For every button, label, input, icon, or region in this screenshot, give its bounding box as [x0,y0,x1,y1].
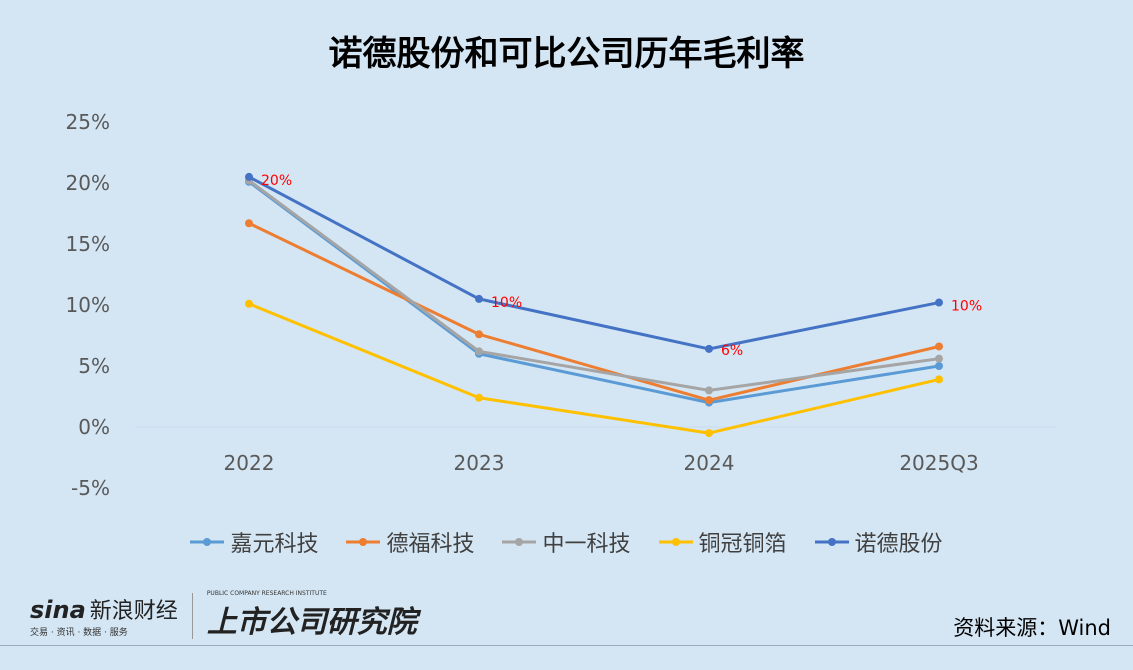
legend-item: 诺德股份 [814,526,943,558]
data-point [475,393,483,402]
data-point [245,299,253,308]
legend-marker [346,538,381,546]
sina-cn-wordmark: 新浪财经 [89,599,178,624]
sina-logo: sina 新浪财经 交易 · 资讯 · 数据 · 服务 PUBLIC COMPAN… [30,590,417,641]
legend-label: 德福科技 [386,532,475,557]
data-label: 10% [491,295,522,311]
legend-label: 中一科技 [542,532,631,557]
data-point [245,219,253,228]
legend-label: 铜冠铜箔 [698,532,787,557]
x-tick-label: 2024 [684,451,735,475]
data-point [705,429,713,438]
legend-marker [190,538,225,546]
x-tick-label: 2023 [454,451,505,475]
data-label: 20% [261,173,292,189]
legend-marker [814,538,849,546]
chart-title: 诺德股份和可比公司历年毛利率 [328,34,805,74]
y-tick-label: 0% [78,415,110,439]
legend-label: 嘉元科技 [230,532,319,557]
legend-marker [658,538,693,546]
data-point [705,386,713,395]
data-point [475,294,483,303]
y-tick-label: 10% [66,293,110,317]
legend-item: 中一科技 [502,526,631,558]
data-point [475,330,483,339]
y-tick-label: 15% [66,232,110,256]
series-line-中一科技 [248,179,940,392]
line-chart: 25% 20% 15% 10% 5% 0% -5% 2022 2023 2024 2025Q3 20%… [66,110,1055,500]
legend: 嘉元科技 德福科技 中一科技 铜冠铜箔 诺德股份 [0,526,1133,558]
footer-divider [0,645,1133,646]
legend-item: 铜冠铜箔 [658,526,787,558]
x-tick-label: 2022 [224,451,275,475]
y-tick-label: 25% [66,110,110,134]
data-point [475,347,483,356]
legend-marker [502,538,537,546]
series-line-铜冠铜箔 [248,302,940,435]
source-note: 资料来源：Wind [953,616,1111,640]
data-label: 6% [721,343,743,359]
logo-divider [191,592,193,639]
legend-label: 诺德股份 [854,532,943,557]
legend-item: 嘉元科技 [190,526,318,558]
y-tick-label: -5% [71,476,110,500]
x-tick-label: 2025Q3 [899,451,978,475]
data-point [935,375,943,384]
data-point [705,344,713,353]
data-point [935,362,943,370]
data-point [245,172,253,181]
institute-en: PUBLIC COMPANY RESEARCH INSTITUTE [206,590,327,597]
data-point [935,342,943,351]
legend-item: 德福科技 [346,526,474,558]
institute-wordmark: 上市公司研究院 [206,605,417,640]
series-line-诺德股份 [248,175,940,351]
data-point [705,396,713,405]
y-tick-label: 20% [66,171,110,195]
data-point [935,298,943,307]
sina-wordmark: sina [30,596,86,624]
sina-tagline: 交易 · 资讯 · 数据 · 服务 [30,628,128,638]
data-label: 10% [951,299,982,315]
data-point [935,354,943,363]
y-tick-label: 5% [78,354,110,378]
